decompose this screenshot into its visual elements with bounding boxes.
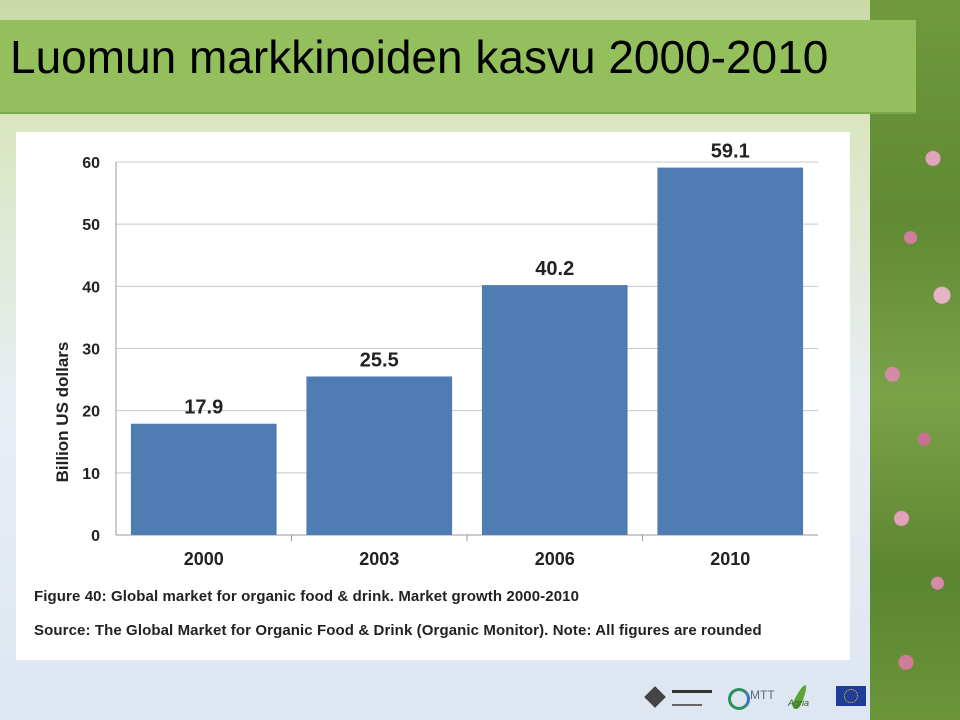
figure-caption: Figure 40: Global market for organic foo… bbox=[34, 588, 580, 605]
x-tick-label-2010: 2010 bbox=[710, 549, 750, 569]
bar-2003 bbox=[306, 376, 453, 535]
background-meadow-photo bbox=[870, 0, 960, 720]
data-label-2010: 59.1 bbox=[711, 141, 750, 163]
bar-2010 bbox=[657, 167, 804, 535]
y-tick-label-50: 50 bbox=[82, 217, 100, 234]
chart-panel: 0 10 20 30 40 50 60 17.9 25.5 40.2 59.1 2000 2003 2… bbox=[16, 132, 850, 660]
title-bar bbox=[0, 20, 916, 114]
slide-title: Luomun markkinoiden kasvu 2000-2010 bbox=[10, 31, 829, 83]
data-label-2006: 40.2 bbox=[535, 258, 574, 280]
y-tick-label-40: 40 bbox=[82, 279, 100, 296]
helsinki-university-logo bbox=[644, 682, 714, 714]
helsinki-emblem-icon bbox=[644, 686, 666, 708]
data-label-2000: 17.9 bbox=[184, 397, 223, 419]
mtt-logo-label: MTT bbox=[750, 688, 775, 702]
mtt-ring-icon bbox=[728, 688, 750, 710]
agria-logo-label: Agria bbox=[788, 698, 810, 708]
y-tick-label-20: 20 bbox=[82, 404, 100, 421]
x-axis-ticks: 2000 2003 2006 2010 bbox=[184, 549, 751, 569]
bar-2000 bbox=[130, 423, 277, 535]
y-tick-label-10: 10 bbox=[82, 466, 100, 483]
y-tick-label-0: 0 bbox=[91, 528, 100, 545]
agria-logo: Agria bbox=[788, 682, 816, 714]
bar-2006 bbox=[481, 285, 628, 535]
data-label-2003: 25.5 bbox=[360, 349, 399, 371]
x-tick-label-2000: 2000 bbox=[184, 549, 224, 569]
x-tick-label-2006: 2006 bbox=[535, 549, 575, 569]
data-labels: 17.9 25.5 40.2 59.1 bbox=[184, 141, 749, 419]
x-tick-label-2003: 2003 bbox=[359, 549, 399, 569]
y-axis-label: Billion US dollars bbox=[53, 342, 72, 483]
bars bbox=[130, 167, 804, 535]
mtt-logo: MTT bbox=[728, 686, 778, 710]
y-tick-label-60: 60 bbox=[82, 155, 100, 172]
source-note: Source: The Global Market for Organic Fo… bbox=[34, 622, 762, 639]
footer-logos: MTT Agria bbox=[640, 680, 872, 716]
y-axis-ticks: 0 10 20 30 40 50 60 bbox=[82, 155, 100, 545]
y-tick-label-30: 30 bbox=[82, 342, 100, 359]
eu-flag-icon bbox=[836, 686, 866, 706]
